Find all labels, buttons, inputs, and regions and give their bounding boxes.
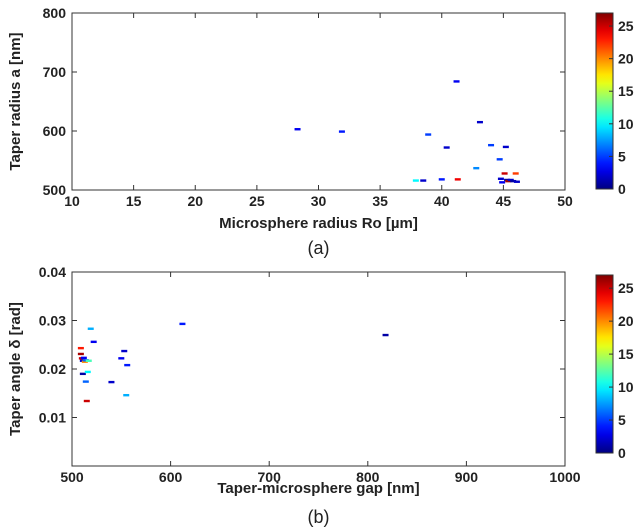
y-tick-label: 600 bbox=[43, 123, 67, 139]
data-point bbox=[499, 181, 506, 184]
x-tick-label: 800 bbox=[356, 469, 380, 485]
data-point bbox=[179, 322, 186, 326]
colorbar-tick-label: 20 bbox=[618, 313, 634, 329]
data-point bbox=[502, 145, 509, 149]
y-tick-label: 700 bbox=[43, 64, 67, 80]
colorbar-tick-label: 5 bbox=[618, 148, 626, 164]
x-tick-label: 30 bbox=[311, 193, 327, 209]
y-axis-label: Taper radius a [nm] bbox=[7, 32, 24, 170]
data-point bbox=[85, 359, 92, 362]
data-point bbox=[513, 180, 520, 183]
plot-area bbox=[71, 12, 566, 191]
data-point bbox=[123, 393, 130, 397]
x-tick-label: 20 bbox=[187, 193, 203, 209]
x-tick-label: 15 bbox=[126, 193, 142, 209]
data-point bbox=[476, 120, 483, 124]
data-point bbox=[512, 172, 519, 175]
data-point bbox=[412, 179, 419, 182]
x-tick-label: 40 bbox=[434, 193, 450, 209]
x-axis-label: Taper-microsphere gap [nm] bbox=[217, 480, 419, 497]
x-tick-label: 50 bbox=[557, 193, 573, 209]
data-point bbox=[382, 333, 389, 337]
x-axis-label: Microsphere radius Ro [µm] bbox=[219, 215, 418, 232]
chart-panel-a: 10 15 20 25 30 35 40 45 50500600700800Microspher… bbox=[7, 5, 634, 258]
x-tick-label: 700 bbox=[258, 469, 282, 485]
y-axis-label: Taper angle δ [rad] bbox=[7, 302, 24, 436]
data-point bbox=[108, 380, 115, 384]
x-tick-label: 25 bbox=[249, 193, 265, 209]
data-point bbox=[79, 372, 86, 376]
y-tick-label: 500 bbox=[43, 182, 67, 198]
data-point bbox=[80, 356, 87, 360]
colorbar-tick-label: 25 bbox=[618, 280, 634, 296]
x-tick-label: 500 bbox=[60, 469, 84, 485]
data-point bbox=[438, 178, 445, 181]
colorbar-tick-label: 15 bbox=[618, 346, 634, 362]
data-point bbox=[473, 166, 480, 170]
data-point bbox=[83, 399, 90, 403]
data-point bbox=[453, 80, 460, 83]
y-tick-label: 0.04 bbox=[39, 264, 66, 280]
data-point bbox=[90, 340, 97, 344]
data-point bbox=[496, 158, 503, 161]
data-point bbox=[338, 130, 345, 133]
colorbar-tick-label: 25 bbox=[618, 18, 634, 34]
colorbar-tick-label: 20 bbox=[618, 51, 634, 67]
y-tick-label: 800 bbox=[43, 5, 67, 21]
data-point bbox=[87, 327, 94, 330]
data-point bbox=[81, 360, 88, 363]
y-tick-label: 0.01 bbox=[39, 410, 66, 426]
colorbar-tick-label: 0 bbox=[618, 181, 626, 197]
panel-label: (b) bbox=[308, 507, 330, 527]
colorbar-tick-label: 15 bbox=[618, 83, 634, 99]
data-point bbox=[118, 357, 125, 360]
data-point bbox=[82, 380, 89, 383]
chart-panel-b: 500 600 700 800 900 1000 0.01 0.02 0.03 0.04 Taper… bbox=[7, 264, 634, 527]
x-tick-label: 45 bbox=[496, 193, 512, 209]
x-tick-label: 35 bbox=[372, 193, 388, 209]
data-point bbox=[488, 143, 495, 147]
colorbar-tick-label: 10 bbox=[618, 116, 634, 132]
y-tick-label: 0.02 bbox=[39, 361, 66, 377]
x-tick-label: 1000 bbox=[549, 469, 580, 485]
data-point bbox=[510, 179, 517, 183]
data-point bbox=[443, 146, 450, 149]
data-point bbox=[501, 172, 508, 175]
data-point bbox=[425, 133, 432, 136]
data-point bbox=[121, 349, 128, 353]
y-tick-label: 0.03 bbox=[39, 313, 66, 329]
panel-label: (a) bbox=[308, 238, 330, 258]
plot-area bbox=[71, 271, 566, 467]
colorbar-tick-label: 0 bbox=[618, 445, 626, 461]
colorbar-tick-label: 10 bbox=[618, 379, 634, 395]
data-point bbox=[77, 346, 84, 350]
data-point bbox=[454, 178, 461, 181]
colorbar bbox=[595, 12, 614, 190]
x-tick-label: 10 bbox=[64, 193, 80, 209]
x-tick-label: 900 bbox=[455, 469, 479, 485]
x-tick-label: 600 bbox=[159, 469, 183, 485]
data-point bbox=[294, 128, 301, 131]
data-point bbox=[124, 363, 131, 367]
data-point bbox=[497, 177, 504, 180]
data-point bbox=[420, 179, 427, 182]
colorbar bbox=[595, 274, 614, 454]
colorbar-tick-label: 5 bbox=[618, 412, 626, 428]
data-point bbox=[84, 370, 91, 374]
data-point bbox=[77, 352, 84, 356]
